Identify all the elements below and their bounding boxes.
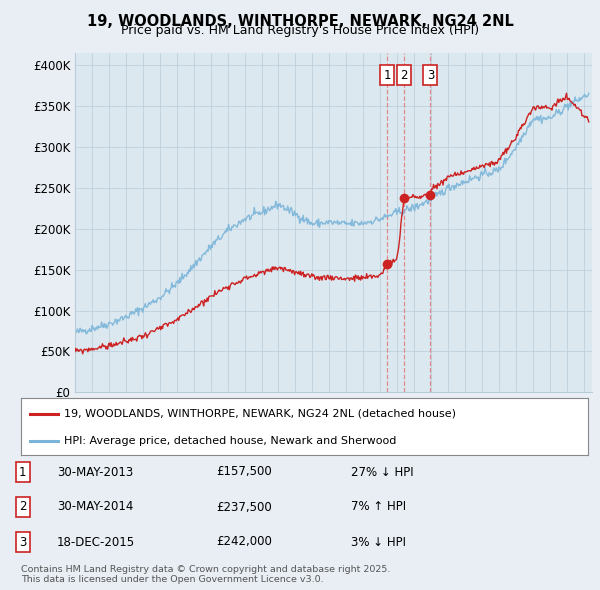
Text: 2: 2 — [19, 500, 26, 513]
Text: 27% ↓ HPI: 27% ↓ HPI — [351, 466, 413, 478]
Text: Contains HM Land Registry data © Crown copyright and database right 2025.
This d: Contains HM Land Registry data © Crown c… — [21, 565, 391, 584]
Text: £237,500: £237,500 — [216, 500, 272, 513]
Text: 19, WOODLANDS, WINTHORPE, NEWARK, NG24 2NL: 19, WOODLANDS, WINTHORPE, NEWARK, NG24 2… — [86, 14, 514, 28]
Text: HPI: Average price, detached house, Newark and Sherwood: HPI: Average price, detached house, Newa… — [64, 436, 396, 446]
Text: 19, WOODLANDS, WINTHORPE, NEWARK, NG24 2NL (detached house): 19, WOODLANDS, WINTHORPE, NEWARK, NG24 2… — [64, 409, 455, 419]
Text: 7% ↑ HPI: 7% ↑ HPI — [351, 500, 406, 513]
Text: £157,500: £157,500 — [216, 466, 272, 478]
Text: Price paid vs. HM Land Registry's House Price Index (HPI): Price paid vs. HM Land Registry's House … — [121, 24, 479, 37]
Text: 3: 3 — [19, 536, 26, 549]
Text: 30-MAY-2014: 30-MAY-2014 — [57, 500, 133, 513]
Text: 1: 1 — [19, 466, 26, 478]
Text: 18-DEC-2015: 18-DEC-2015 — [57, 536, 135, 549]
Text: 3: 3 — [427, 68, 434, 81]
Text: 30-MAY-2013: 30-MAY-2013 — [57, 466, 133, 478]
Text: £242,000: £242,000 — [216, 536, 272, 549]
Text: 2: 2 — [400, 68, 408, 81]
Text: 1: 1 — [383, 68, 391, 81]
Text: 3% ↓ HPI: 3% ↓ HPI — [351, 536, 406, 549]
